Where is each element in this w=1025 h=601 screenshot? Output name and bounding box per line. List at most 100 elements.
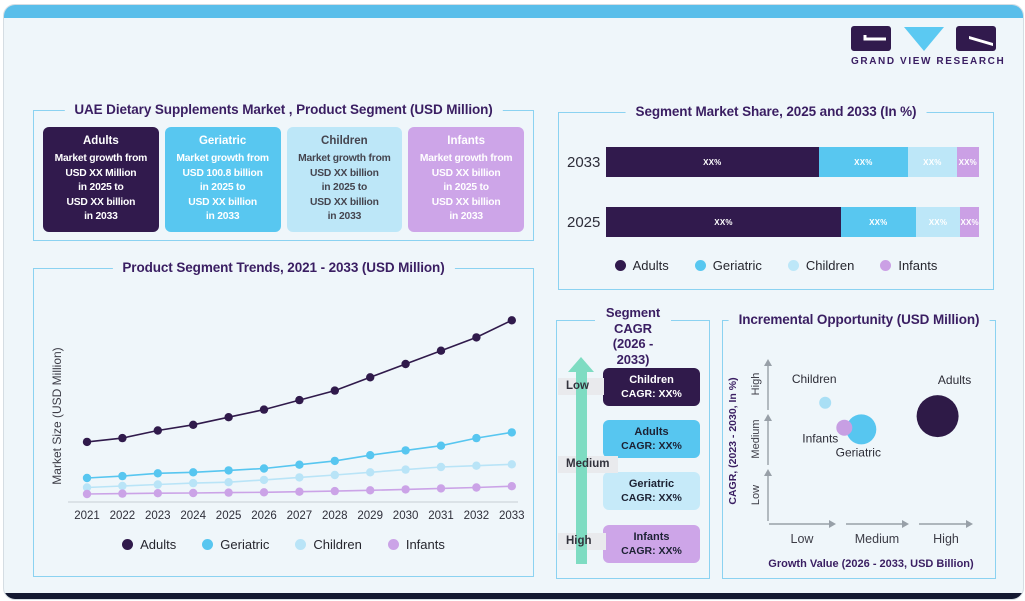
trend-point-adults: [82, 437, 92, 447]
cagr-card-adults: Adults CAGR: XX%: [603, 420, 700, 458]
share-legend: Adults Geriatric Children Infants: [559, 258, 993, 273]
gvr-logo: GRAND VIEW RESEARCH: [851, 26, 1006, 72]
opportunity-x-axis-label: Growth Value (2026 - 2033, USD Billion): [768, 558, 974, 570]
trend-point-adults: [472, 333, 481, 342]
legend-dot-icon: [880, 260, 892, 271]
trend-point-children: [82, 483, 92, 492]
share-segment-adults: XX%: [606, 207, 841, 237]
trend-x-tick-label: 2032: [464, 510, 490, 522]
share-segment-geriatric: XX%: [840, 207, 916, 237]
trend-point-adults: [153, 426, 162, 435]
gvr-logo-r-icon: [956, 26, 996, 51]
opportunity-title: Incremental Opportunity (USD Million): [728, 312, 990, 329]
trend-point-geriatric: [189, 468, 198, 477]
opportunity-bubble-label: Children: [792, 372, 837, 386]
trend-point-infants: [330, 486, 339, 496]
legend-label: Adults: [632, 258, 669, 273]
trend-x-tick-label: 2023: [145, 510, 171, 522]
legend-label: Geriatric: [220, 537, 270, 552]
legend-label: Geriatric: [712, 258, 762, 273]
trend-x-tick-label: 2026: [251, 510, 277, 522]
opportunity-bubble-geriatric: [846, 414, 877, 445]
trend-point-adults: [507, 316, 516, 325]
top-accent-bar: [4, 5, 1023, 18]
share-row-2025: 2025 XX% XX% XX% XX%: [567, 207, 979, 237]
legend-dot-icon: [387, 539, 399, 550]
share-segment-value: XX%: [923, 157, 942, 167]
trend-point-children: [507, 460, 516, 469]
trend-point-children: [224, 478, 233, 487]
opportunity-bubble-label: Adults: [938, 373, 971, 387]
trend-point-children: [189, 478, 198, 488]
gvr-logo-wordmark: GRAND VIEW RESEARCH: [851, 56, 1006, 67]
trend-x-tick-label: 2027: [287, 510, 313, 522]
trend-point-geriatric: [153, 469, 162, 478]
trend-point-infants: [189, 488, 198, 498]
share-legend-item-geriatric: Geriatric: [694, 258, 762, 273]
opportunity-x-tick-label: Medium: [855, 532, 899, 546]
cagr-card-infants: Infants CAGR: XX%: [603, 525, 700, 563]
trend-point-geriatric: [295, 460, 304, 469]
trend-point-children: [295, 473, 304, 482]
cagr-scale-label-low: Low: [566, 380, 589, 392]
trend-legend-item-infants: Infants: [387, 537, 445, 552]
legend-label: Children: [805, 258, 855, 273]
opportunity-x-tick-label: Low: [791, 532, 815, 546]
trend-point-geriatric: [330, 456, 339, 466]
trend-point-adults: [366, 373, 375, 382]
opportunity-x-axis-arrow-icon: [829, 520, 836, 528]
share-segment-value: XX%: [869, 217, 888, 227]
market-overview-panel: UAE Dietary Supplements Market , Product…: [33, 102, 534, 241]
bottom-accent-bar: [4, 593, 1023, 599]
trend-line-adults: [86, 319, 513, 443]
opportunity-panel: Incremental Opportunity (USD Million) Hi…: [722, 312, 996, 579]
share-row-2033: 2033 XX% XX% XX% XX%: [567, 147, 979, 177]
trend-point-infants: [153, 489, 162, 498]
share-stacked-bar: XX% XX% XX% XX%: [606, 207, 979, 237]
share-title: Segment Market Share, 2025 and 2033 (In …: [625, 104, 927, 121]
cagr-card-name: Children: [629, 373, 674, 386]
share-stacked-bar: XX% XX% XX% XX%: [606, 147, 979, 177]
trend-point-children: [259, 475, 269, 485]
trend-point-children: [153, 480, 162, 489]
opportunity-bubble-label: Geriatric: [836, 445, 881, 459]
cagr-card-name: Adults: [634, 425, 669, 438]
trend-point-infants: [82, 489, 92, 499]
trend-line-geriatric: [86, 431, 512, 479]
segment-card-title: Geriatric: [198, 135, 247, 147]
cagr-card-children: Children CAGR: XX%: [603, 368, 700, 406]
opportunity-y-tick-label: Medium: [750, 419, 762, 458]
segment-card-body: Market growth from USD XX Million in 202…: [54, 153, 148, 223]
trend-x-tick-label: 2021: [74, 510, 100, 522]
legend-label: Children: [313, 537, 362, 552]
share-segment-children: XX%: [915, 207, 961, 237]
segment-card-body: Market growth from USD 100.8 billion in …: [176, 153, 269, 223]
opportunity-y-tick-label: Low: [750, 485, 762, 505]
cagr-card-rate: CAGR: XX%: [621, 439, 682, 452]
segment-card-children: Children Market growth from USD XX billi…: [286, 127, 403, 232]
trend-line-chart: 2021 2022 2023 2024 2025 2026 2027 2028 2029 2030…: [68, 316, 525, 522]
trend-point-children: [401, 465, 410, 474]
trend-point-adults: [436, 346, 446, 355]
trend-point-geriatric: [507, 428, 516, 437]
trend-panel: Product Segment Trends, 2021 - 2033 (USD…: [33, 260, 534, 577]
trend-point-children: [330, 470, 339, 480]
trend-legend-item-adults: Adults: [122, 537, 176, 552]
share-segment-geriatric: XX%: [818, 147, 909, 177]
trend-point-infants: [295, 487, 304, 496]
trend-x-tick-label: 2028: [322, 510, 348, 522]
share-segment-value: XX%: [928, 217, 948, 227]
legend-dot-icon: [202, 539, 214, 550]
opportunity-y-axis-arrow-icon: [764, 414, 772, 421]
legend-dot-icon: [614, 260, 626, 271]
segment-card-adults: Adults Market growth from USD XX Million…: [43, 127, 159, 232]
trend-point-infants: [224, 488, 233, 497]
gvr-logo-v-icon: [903, 27, 944, 51]
trend-point-adults: [401, 359, 410, 369]
gvr-logo-blocks: [851, 26, 996, 52]
trend-point-infants: [401, 485, 410, 494]
trend-x-tick-label: 2031: [428, 510, 454, 522]
share-segment-value: XX%: [854, 157, 873, 167]
legend-dot-icon: [694, 260, 706, 271]
trend-point-geriatric: [401, 446, 410, 455]
